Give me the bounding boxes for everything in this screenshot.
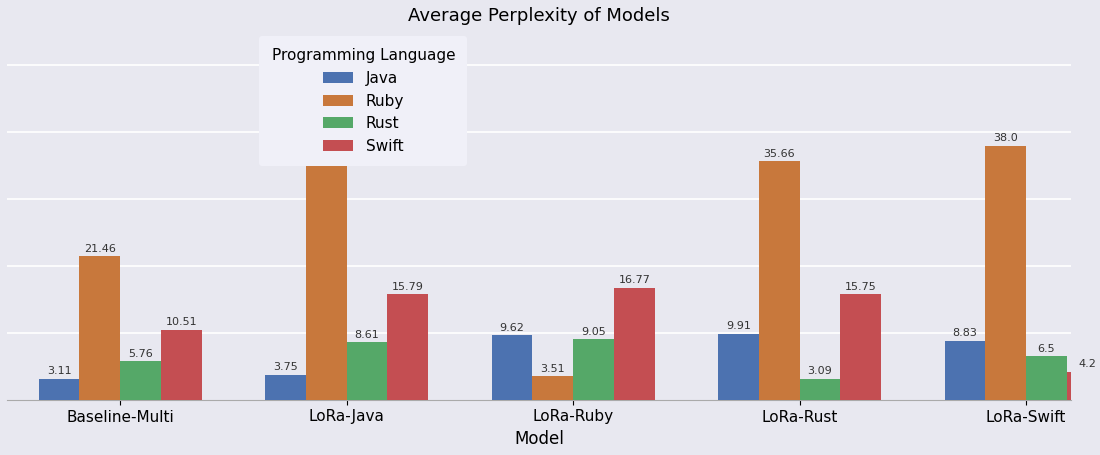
Text: 10.51: 10.51 (165, 317, 197, 327)
Text: 16.77: 16.77 (618, 275, 650, 285)
Bar (800, 379, 840, 400)
Bar (306, 69, 346, 400)
Bar (120, 361, 161, 400)
Text: 8.83: 8.83 (953, 328, 978, 338)
Text: 3.09: 3.09 (807, 366, 833, 376)
Bar (1026, 356, 1067, 400)
Text: 3.75: 3.75 (273, 362, 298, 372)
X-axis label: Model: Model (514, 430, 564, 448)
Text: 9.62: 9.62 (499, 323, 525, 333)
Text: 3.11: 3.11 (46, 366, 72, 376)
Bar (945, 341, 986, 400)
Text: 4.2: 4.2 (1078, 359, 1097, 369)
Text: 21.46: 21.46 (84, 243, 116, 253)
Text: 8.61: 8.61 (354, 329, 379, 339)
Bar (840, 294, 881, 400)
Text: 9.91: 9.91 (726, 321, 751, 331)
Bar (573, 339, 614, 400)
Bar (79, 256, 120, 400)
Bar (387, 294, 428, 400)
Text: 5.76: 5.76 (129, 349, 153, 359)
Text: 49.55: 49.55 (310, 56, 342, 66)
Bar (614, 288, 654, 400)
Title: Average Perplexity of Models: Average Perplexity of Models (408, 7, 670, 25)
Bar (39, 379, 79, 400)
Text: 38.0: 38.0 (993, 133, 1019, 143)
Bar (265, 375, 306, 400)
Bar (759, 162, 800, 400)
Text: 15.75: 15.75 (845, 282, 877, 292)
Bar (492, 335, 532, 400)
Bar (161, 329, 201, 400)
Bar (532, 376, 573, 400)
Legend: Java, Ruby, Rust, Swift: Java, Ruby, Rust, Swift (260, 36, 468, 166)
Text: 6.5: 6.5 (1037, 344, 1055, 354)
Text: 15.79: 15.79 (392, 282, 424, 292)
Bar (986, 146, 1026, 400)
Bar (346, 342, 387, 400)
Text: 9.05: 9.05 (581, 327, 606, 337)
Bar (718, 334, 759, 400)
Text: 3.51: 3.51 (540, 364, 565, 374)
Text: 35.66: 35.66 (763, 149, 795, 159)
Bar (1067, 372, 1100, 400)
